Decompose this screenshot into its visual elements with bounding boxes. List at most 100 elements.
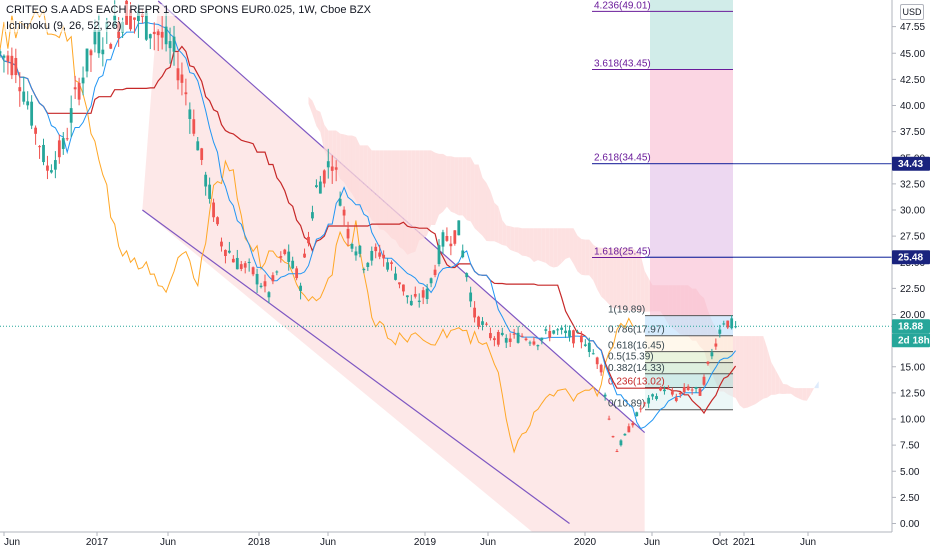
cloud-segment [439,153,443,215]
candle-body [623,433,627,436]
cloud-segment [529,228,534,263]
candle-body [216,217,219,225]
candle-body [224,249,227,256]
candle-body [686,386,690,391]
x-tick-label: 2019 [414,537,437,548]
cloud-segment [403,150,408,255]
candle-body [22,91,26,102]
candle-body [413,293,417,297]
cloud-segment [387,150,392,239]
y-tick-label: 45.00 [900,49,925,60]
channel-lower-line [142,209,570,524]
cloud-segment [482,177,487,242]
channel-fill [142,1,645,550]
candle-body [50,170,53,173]
candle-body [129,9,132,30]
candle-body [307,236,310,244]
candle-body [69,108,73,123]
candle-body [275,271,279,273]
cloud-segment [320,111,325,151]
candle-body [303,253,306,258]
candle-body [599,364,603,373]
candle-body [251,267,255,275]
cloud-segment [367,145,372,221]
candle-body [81,77,85,84]
candle-body [156,31,160,36]
cloud-segment [324,124,329,159]
cloud-segment [537,228,542,262]
candle-body [93,29,97,45]
cloud-segment [609,248,614,309]
cloud-segment [526,228,530,258]
candle-body [524,338,528,341]
candle-body [536,345,540,347]
fib-zone [650,69,733,164]
fib-zone [645,351,733,363]
indicator-label[interactable]: Ichimoku (9, 26, 52, 26) [4,20,124,32]
candle-body [477,316,480,327]
cloud-segment [332,130,337,170]
candle-body [643,402,647,404]
cloud-segment [431,150,436,226]
candle-body [421,290,425,298]
cloud-segment [759,336,764,402]
candle-body [386,262,389,270]
cloud-segment [755,336,760,405]
candle-body [595,357,599,365]
y-tick-label: 15.00 [900,362,925,373]
countdown-tag: 2d 18h [898,336,930,347]
cloud-segment [779,376,784,395]
cloud-segment [474,164,479,232]
cloud-segment [767,348,772,398]
candle-body [283,249,287,255]
cloud-segment [395,150,400,247]
candle-body [405,295,409,298]
cloud-segment [399,150,404,250]
candle-body [279,256,283,258]
cloud-segment [411,150,416,254]
candle-body [698,388,702,396]
cloud-segment [605,247,610,305]
cloud-segment [466,157,471,222]
candle-body [315,185,318,188]
candle-body [172,36,176,52]
cloud-segment [490,190,495,242]
candle-body [544,329,548,331]
cloud-segment [751,336,756,406]
candle-body [485,323,488,325]
price-axis-bg [892,0,932,550]
fib-zone [645,335,733,352]
cloud-segment [814,381,819,389]
cloud-segment [644,270,649,312]
fib-zone [645,373,733,388]
price-tag-0-bg [892,156,930,171]
cloud-segment [616,248,621,310]
cloud-segment [486,182,491,242]
cloud-segment [739,336,744,409]
candle-body [382,254,386,259]
cloud-segment [442,153,447,212]
cloud-segment [458,157,463,216]
x-tick-label: Jun [644,537,660,548]
candle-body [77,82,81,100]
cloud-segment [798,388,803,401]
cloud-segment [407,150,412,255]
cloud-segment [735,336,740,406]
cloud-segment [502,220,507,246]
currency-badge[interactable]: USD [900,4,924,20]
candle-body [212,202,215,218]
candle-body [564,330,567,334]
candle-body [334,167,338,170]
candle-body [378,252,382,257]
candle-body [184,92,188,95]
candle-body [409,300,413,306]
candle-body [354,251,358,256]
candle-body [627,426,631,433]
candle-body [101,49,105,55]
candle-body [568,330,571,337]
y-tick-label: 37.50 [900,127,925,138]
candle-body [417,300,421,303]
fib-level-label: 4.236(49.01) [594,0,651,11]
